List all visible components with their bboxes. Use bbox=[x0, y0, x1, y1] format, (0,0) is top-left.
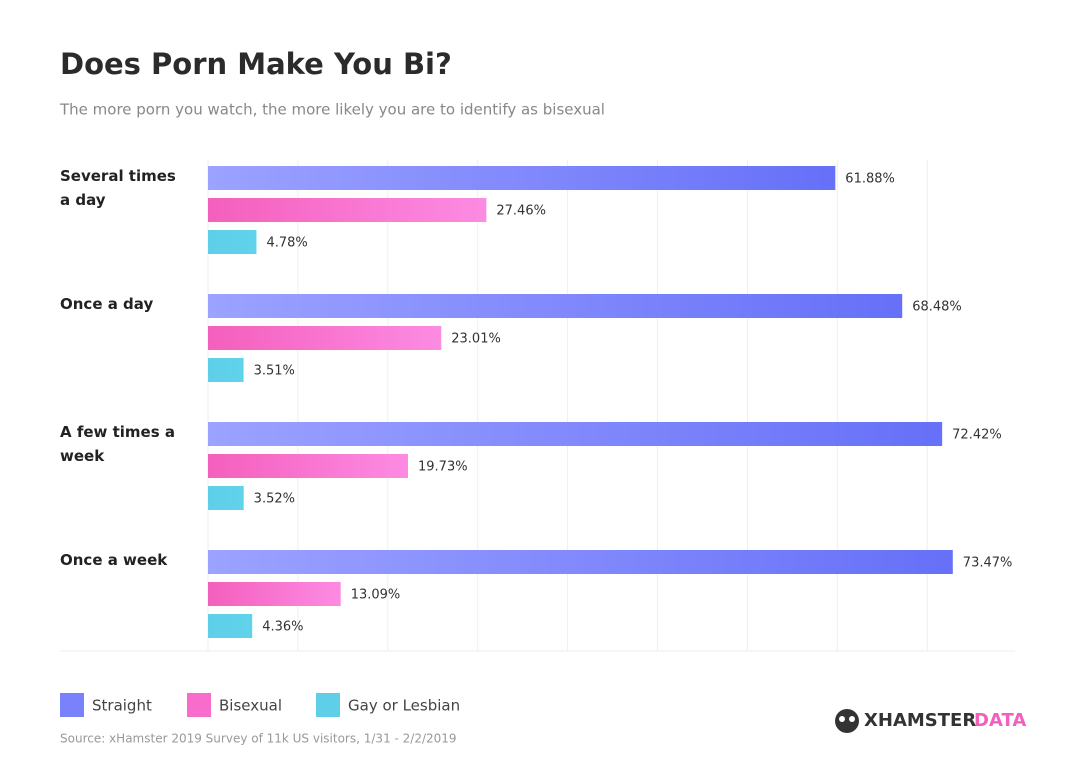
bar bbox=[208, 326, 442, 350]
legend-label: Straight bbox=[92, 697, 152, 715]
logo-text: DATA bbox=[974, 710, 1026, 731]
bar bbox=[208, 582, 341, 606]
bar bbox=[208, 422, 943, 446]
value-label: 13.09% bbox=[351, 588, 401, 603]
bar bbox=[208, 358, 244, 382]
logo: XHAMSTER DATA bbox=[835, 709, 1026, 733]
chart-title: Does Porn Make You Bi? bbox=[60, 47, 452, 81]
value-label: 19.73% bbox=[418, 460, 468, 475]
value-label: 27.46% bbox=[496, 204, 546, 219]
value-label: 61.88% bbox=[845, 172, 895, 187]
value-label: 4.36% bbox=[262, 620, 303, 635]
legend-swatch bbox=[316, 693, 340, 717]
value-label: 72.42% bbox=[952, 428, 1002, 443]
value-label: 3.52% bbox=[254, 492, 295, 507]
bar bbox=[208, 454, 409, 478]
category-label: Several times a day bbox=[60, 167, 176, 209]
value-label: 68.48% bbox=[912, 300, 962, 315]
logo-eye bbox=[839, 716, 845, 722]
bar bbox=[208, 486, 244, 510]
bar bbox=[208, 198, 487, 222]
logo-icon bbox=[835, 709, 859, 733]
source: Source: xHamster 2019 Survey of 11k US v… bbox=[60, 732, 457, 746]
legend-label: Bisexual bbox=[219, 697, 282, 715]
category-label: Once a week bbox=[60, 551, 168, 569]
category-label-box: Once a day bbox=[60, 295, 154, 313]
legend-label: Gay or Lesbian bbox=[348, 697, 460, 715]
bar bbox=[208, 614, 253, 638]
category-label: A few times a week bbox=[60, 423, 175, 465]
logo-eye bbox=[849, 716, 855, 722]
legend-swatch bbox=[60, 693, 84, 717]
bar bbox=[208, 166, 836, 190]
bar bbox=[208, 294, 903, 318]
value-label: 3.51% bbox=[254, 364, 295, 379]
logo-text: XHAMSTER bbox=[864, 710, 976, 731]
bar bbox=[208, 230, 257, 254]
chart-subtitle: The more porn you watch, the more likely… bbox=[59, 101, 605, 119]
category-label-box: A few times a week bbox=[60, 423, 175, 465]
value-label: 23.01% bbox=[451, 332, 501, 347]
category-label: Once a day bbox=[60, 295, 154, 313]
category-label-box: Several times a day bbox=[60, 167, 176, 209]
category-label-box: Once a week bbox=[60, 551, 168, 569]
value-label: 4.78% bbox=[266, 236, 307, 251]
bar bbox=[208, 550, 953, 574]
legend-swatch bbox=[187, 693, 211, 717]
value-label: 73.47% bbox=[963, 556, 1013, 571]
